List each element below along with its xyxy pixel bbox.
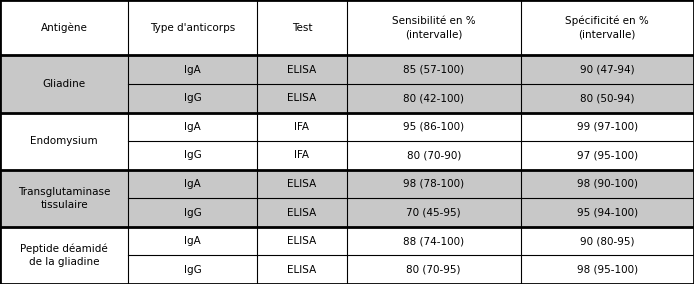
Bar [0,227,694,284]
Bar [0,0,694,55]
Text: ELISA: ELISA [287,179,316,189]
Text: 98 (95-100): 98 (95-100) [577,265,638,275]
Text: ELISA: ELISA [287,265,316,275]
Text: Transglutaminase
tissulaire: Transglutaminase tissulaire [18,187,110,210]
Text: ELISA: ELISA [287,208,316,218]
Text: 90 (80-95): 90 (80-95) [580,236,634,246]
Text: IgA: IgA [184,179,201,189]
Text: 95 (86-100): 95 (86-100) [403,122,464,132]
Text: Peptide déamidé
de la gliadine: Peptide déamidé de la gliadine [20,244,108,267]
Text: IgG: IgG [184,208,201,218]
Text: 70 (45-95): 70 (45-95) [407,208,461,218]
Text: 85 (57-100): 85 (57-100) [403,65,464,75]
Bar [0,55,694,112]
Text: Type d'anticorps: Type d'anticorps [150,23,235,33]
Text: IgA: IgA [184,65,201,75]
Text: IgA: IgA [184,122,201,132]
Text: ELISA: ELISA [287,93,316,103]
Text: IgA: IgA [184,236,201,246]
Text: IgG: IgG [184,151,201,160]
Bar [0,112,694,170]
Text: 98 (90-100): 98 (90-100) [577,179,638,189]
Text: 90 (47-94): 90 (47-94) [580,65,634,75]
Text: Endomysium: Endomysium [31,136,98,146]
Text: Sensibilité en %
(intervalle): Sensibilité en % (intervalle) [392,16,475,39]
Text: Test: Test [291,23,312,33]
Text: Antigène: Antigène [41,22,87,33]
Text: Spécificité en %
(intervalle): Spécificité en % (intervalle) [566,16,649,39]
Text: 80 (70-95): 80 (70-95) [407,265,461,275]
Text: 97 (95-100): 97 (95-100) [577,151,638,160]
Text: Gliadine: Gliadine [42,79,86,89]
Text: ELISA: ELISA [287,236,316,246]
Text: 99 (97-100): 99 (97-100) [577,122,638,132]
Text: ELISA: ELISA [287,65,316,75]
Text: IFA: IFA [294,122,310,132]
Text: 80 (50-94): 80 (50-94) [580,93,634,103]
Text: 80 (42-100): 80 (42-100) [403,93,464,103]
Bar [0,170,694,227]
Text: 98 (78-100): 98 (78-100) [403,179,464,189]
Text: IFA: IFA [294,151,310,160]
Text: IgG: IgG [184,265,201,275]
Text: IgG: IgG [184,93,201,103]
Text: 95 (94-100): 95 (94-100) [577,208,638,218]
Text: 80 (70-90): 80 (70-90) [407,151,461,160]
Text: 88 (74-100): 88 (74-100) [403,236,464,246]
